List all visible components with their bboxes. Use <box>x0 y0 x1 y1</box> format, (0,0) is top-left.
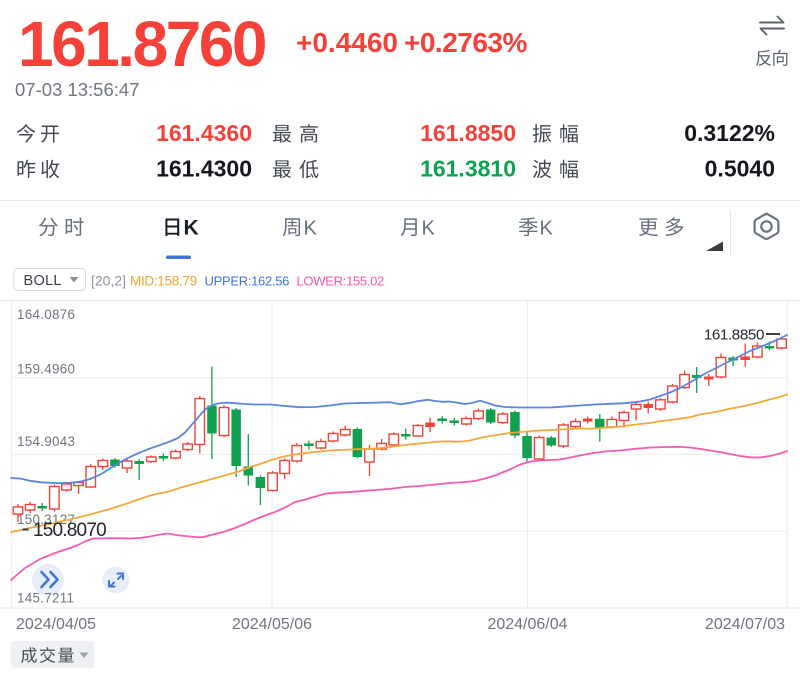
svg-text:161.8850: 161.8850 <box>704 327 764 344</box>
svg-text:161.4360: 161.4360 <box>156 120 252 146</box>
svg-text:K: K <box>540 218 554 240</box>
svg-text:161.4300: 161.4300 <box>156 156 252 182</box>
svg-text:164.0876: 164.0876 <box>17 307 75 322</box>
svg-text:+0.2763%: +0.2763% <box>404 27 527 58</box>
svg-text:0.5040: 0.5040 <box>705 156 775 182</box>
svg-text:[20,2]: [20,2] <box>91 273 126 289</box>
svg-text:K: K <box>184 217 199 240</box>
svg-text:161.8850: 161.8850 <box>420 120 516 146</box>
svg-text:K: K <box>304 218 318 240</box>
svg-text:145.7211: 145.7211 <box>17 591 74 606</box>
svg-text:2024/05/06: 2024/05/06 <box>232 616 312 633</box>
svg-text:161.3810: 161.3810 <box>420 156 516 182</box>
svg-text:150.3127: 150.3127 <box>17 512 75 527</box>
svg-text:2024/07/03: 2024/07/03 <box>705 616 785 633</box>
svg-text:2024/06/04: 2024/06/04 <box>487 616 567 633</box>
svg-text:LOWER:155.02: LOWER:155.02 <box>297 274 385 289</box>
svg-text:2024/04/05: 2024/04/05 <box>16 616 96 633</box>
svg-text:07-03 13:56:47: 07-03 13:56:47 <box>15 79 139 100</box>
svg-text:0.3122%: 0.3122% <box>684 120 775 146</box>
svg-text:+0.4460: +0.4460 <box>296 27 398 58</box>
svg-text:MID:158.79: MID:158.79 <box>130 274 197 289</box>
svg-text:154.9043: 154.9043 <box>17 434 75 449</box>
svg-text:150.8070: 150.8070 <box>33 520 106 541</box>
svg-text:K: K <box>422 218 436 240</box>
svg-text:159.4960: 159.4960 <box>17 362 75 377</box>
svg-text:161.8760: 161.8760 <box>18 8 265 80</box>
svg-text:UPPER:162.56: UPPER:162.56 <box>205 274 290 289</box>
svg-text:BOLL: BOLL <box>24 273 62 289</box>
